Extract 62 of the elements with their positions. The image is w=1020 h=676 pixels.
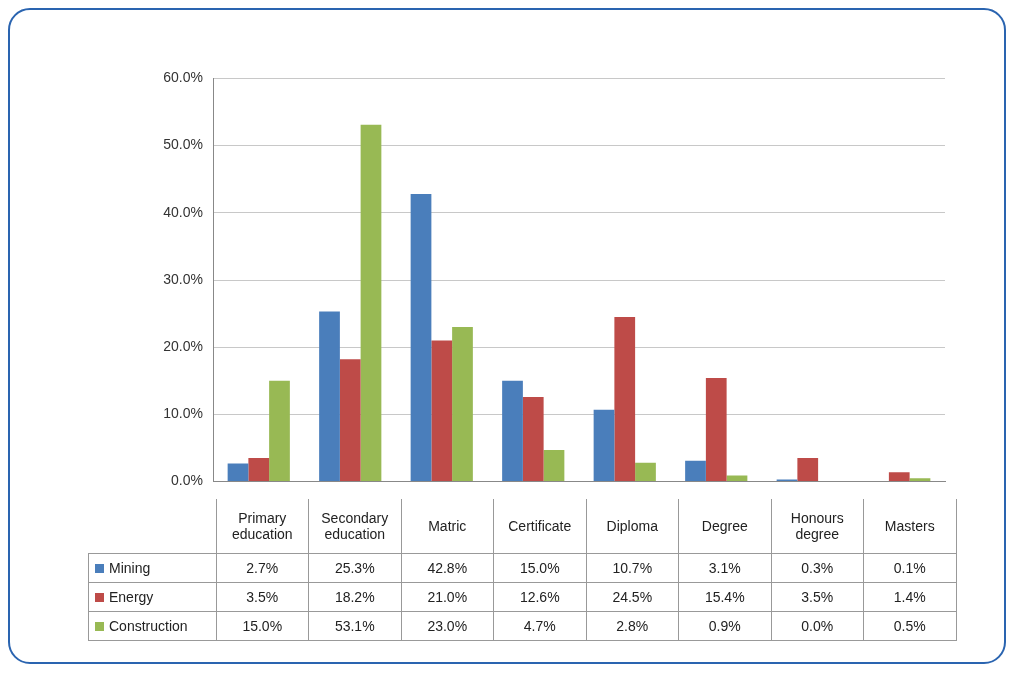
- bar: [635, 462, 656, 482]
- data-label: 23.0%: [401, 611, 494, 640]
- bar: [522, 396, 544, 482]
- bar: [452, 327, 473, 482]
- y-tick-label: 60.0%: [163, 69, 203, 86]
- bar: [888, 472, 910, 482]
- bar: [360, 124, 382, 482]
- data-label: 2.8%: [586, 611, 679, 640]
- data-label: 4.7%: [493, 611, 586, 640]
- data-label: 12.6%: [493, 582, 586, 611]
- bar: [248, 458, 270, 482]
- x-tick-label: Masters: [863, 499, 956, 553]
- bar: [319, 311, 340, 482]
- legend-label: Energy: [88, 582, 216, 611]
- bar: [339, 359, 361, 482]
- data-label: 15.0%: [216, 611, 309, 640]
- data-label: 3.5%: [771, 582, 864, 611]
- data-label: 2.7%: [216, 553, 309, 582]
- x-tick-label: Certificate: [493, 499, 586, 553]
- bar: [593, 409, 615, 482]
- x-tick-label: Degree: [678, 499, 771, 553]
- data-label: 3.5%: [216, 582, 309, 611]
- data-label: 0.1%: [863, 553, 956, 582]
- data-label: 0.9%: [678, 611, 771, 640]
- y-tick-label: 20.0%: [163, 338, 203, 355]
- data-label: 24.5%: [586, 582, 679, 611]
- bar: [705, 378, 727, 482]
- bar: [685, 460, 706, 482]
- bar: [502, 380, 523, 482]
- data-label: 25.3%: [308, 553, 401, 582]
- y-tick-label: 40.0%: [163, 203, 203, 220]
- data-label: 1.4%: [863, 582, 956, 611]
- bar: [614, 316, 636, 482]
- legend-label: Mining: [88, 553, 216, 582]
- bar: [227, 463, 249, 482]
- x-tick-label: Diploma: [586, 499, 679, 553]
- data-label: 15.0%: [493, 553, 586, 582]
- y-tick-label: 30.0%: [163, 270, 203, 287]
- data-label: 0.5%: [863, 611, 956, 640]
- bar: [269, 380, 290, 482]
- bar: [797, 458, 819, 482]
- data-label: 42.8%: [401, 553, 494, 582]
- x-tick-label: Matric: [401, 499, 494, 553]
- data-label: 3.1%: [678, 553, 771, 582]
- data-label: 0.3%: [771, 553, 864, 582]
- data-label: 18.2%: [308, 582, 401, 611]
- x-tick-label: Secondary education: [308, 499, 401, 553]
- bar: [909, 478, 931, 482]
- x-tick-label: Primary education: [216, 499, 309, 553]
- data-label: 53.1%: [308, 611, 401, 640]
- bar: [543, 450, 565, 482]
- data-label: 10.7%: [586, 553, 679, 582]
- data-label: 21.0%: [401, 582, 494, 611]
- legend-label: Construction: [88, 611, 216, 640]
- y-tick-label: 10.0%: [163, 405, 203, 422]
- data-label: 15.4%: [678, 582, 771, 611]
- data-label: 0.0%: [771, 611, 864, 640]
- bar: [431, 340, 453, 482]
- y-tick-label: 50.0%: [163, 136, 203, 153]
- bar: [410, 193, 432, 482]
- y-tick-label: 0.0%: [171, 472, 203, 489]
- x-tick-label: Honours degree: [771, 499, 864, 553]
